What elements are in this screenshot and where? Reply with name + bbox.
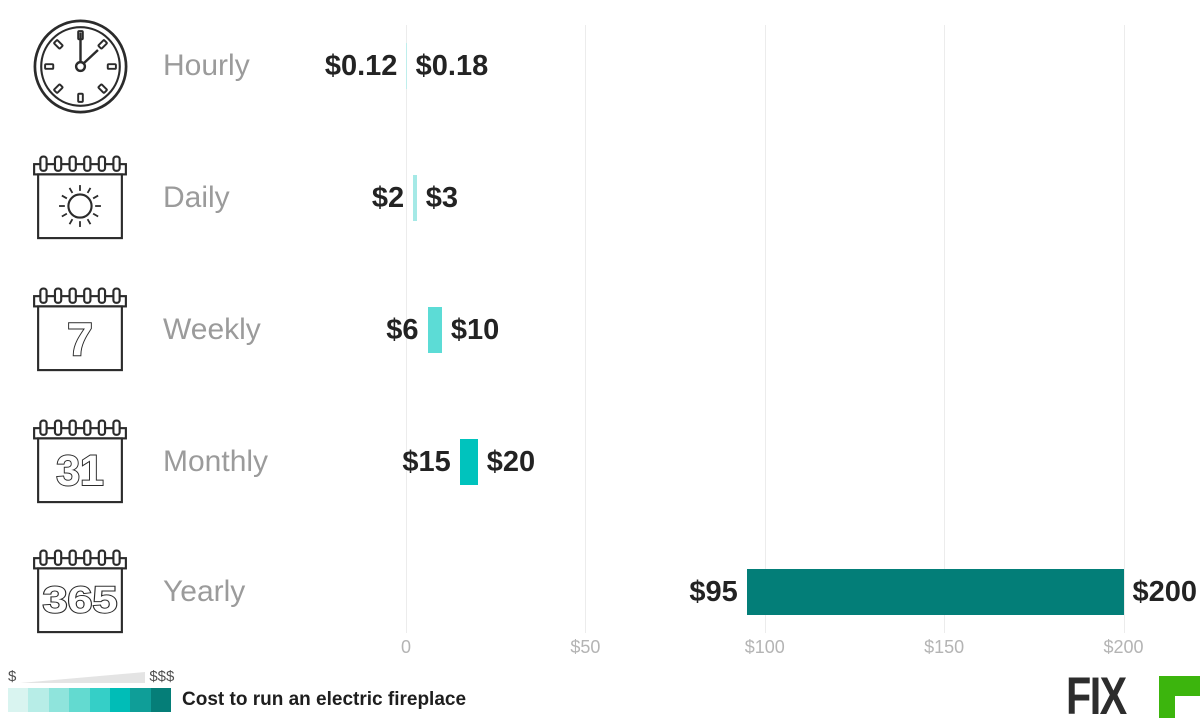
x-axis-tick-label: $100 — [744, 637, 785, 657]
legend-swatch — [130, 688, 151, 712]
category-label: Weekly — [163, 313, 261, 346]
bar-min-value: $15 — [402, 446, 451, 478]
bar-max-value: $3 — [425, 182, 459, 214]
legend-swatch — [150, 688, 171, 712]
category-label: Daily — [163, 181, 230, 214]
bar-min-value: $95 — [689, 576, 738, 608]
fixr-logo: FIX — [1066, 667, 1200, 724]
range-bar — [413, 175, 417, 221]
legend-swatch — [8, 688, 29, 712]
legend-max-label: $$$ — [149, 668, 175, 685]
bar-min-value: $2 — [371, 182, 405, 214]
bar-max-value: $0.18 — [415, 50, 489, 82]
legend: $ $$$ Cost to run an electric fireplace — [8, 667, 466, 712]
legend-swatch — [28, 688, 49, 712]
legend-swatch — [109, 688, 131, 712]
calendar-yearly-icon: 365 — [30, 542, 130, 642]
legend-swatch — [89, 688, 110, 712]
x-axis-tick-label: $150 — [924, 637, 965, 657]
x-gridline — [764, 25, 766, 633]
calendar-number: 31 — [56, 447, 104, 495]
legend-swatch — [48, 688, 70, 712]
x-axis-tick-label: $200 — [1103, 637, 1144, 657]
range-bar — [746, 569, 1124, 615]
calendar-number: 7 — [67, 313, 93, 365]
bar-max-value: $200 — [1132, 576, 1198, 608]
x-gridline — [1123, 25, 1125, 633]
bar-max-value: $20 — [486, 446, 536, 478]
calendar-weekly-icon: 7 — [30, 280, 130, 380]
category-label: Hourly — [163, 49, 250, 82]
range-bar — [427, 307, 442, 353]
legend-gradient-bar — [8, 688, 171, 712]
x-axis-tick-label: $50 — [570, 637, 601, 657]
legend-scale: $ $$$ — [8, 667, 466, 684]
fixr-logo-r-icon — [1159, 676, 1200, 718]
category-label: Yearly — [163, 575, 246, 608]
x-axis-tick-label: 0 — [400, 637, 411, 657]
legend-min-label: $ — [8, 668, 17, 685]
x-gridline — [406, 25, 407, 633]
bar-max-value: $10 — [450, 314, 500, 346]
legend-wedge-icon — [20, 672, 146, 683]
clock-icon — [30, 16, 130, 116]
category-label: Monthly — [163, 445, 269, 478]
legend-swatch — [69, 688, 90, 712]
bar-min-value: $0.12 — [324, 50, 398, 82]
fixr-logo-text: FIX — [1066, 667, 1127, 724]
x-gridline — [944, 25, 946, 633]
calendar-number: 365 — [43, 578, 118, 620]
calendar-monthly-icon: 31 — [30, 412, 130, 512]
bar-min-value: $6 — [386, 314, 419, 346]
calendar-daily-icon — [30, 148, 130, 248]
x-gridline — [585, 25, 587, 633]
chart-caption: Cost to run an electric fireplace — [182, 689, 467, 710]
range-bar — [459, 439, 478, 485]
